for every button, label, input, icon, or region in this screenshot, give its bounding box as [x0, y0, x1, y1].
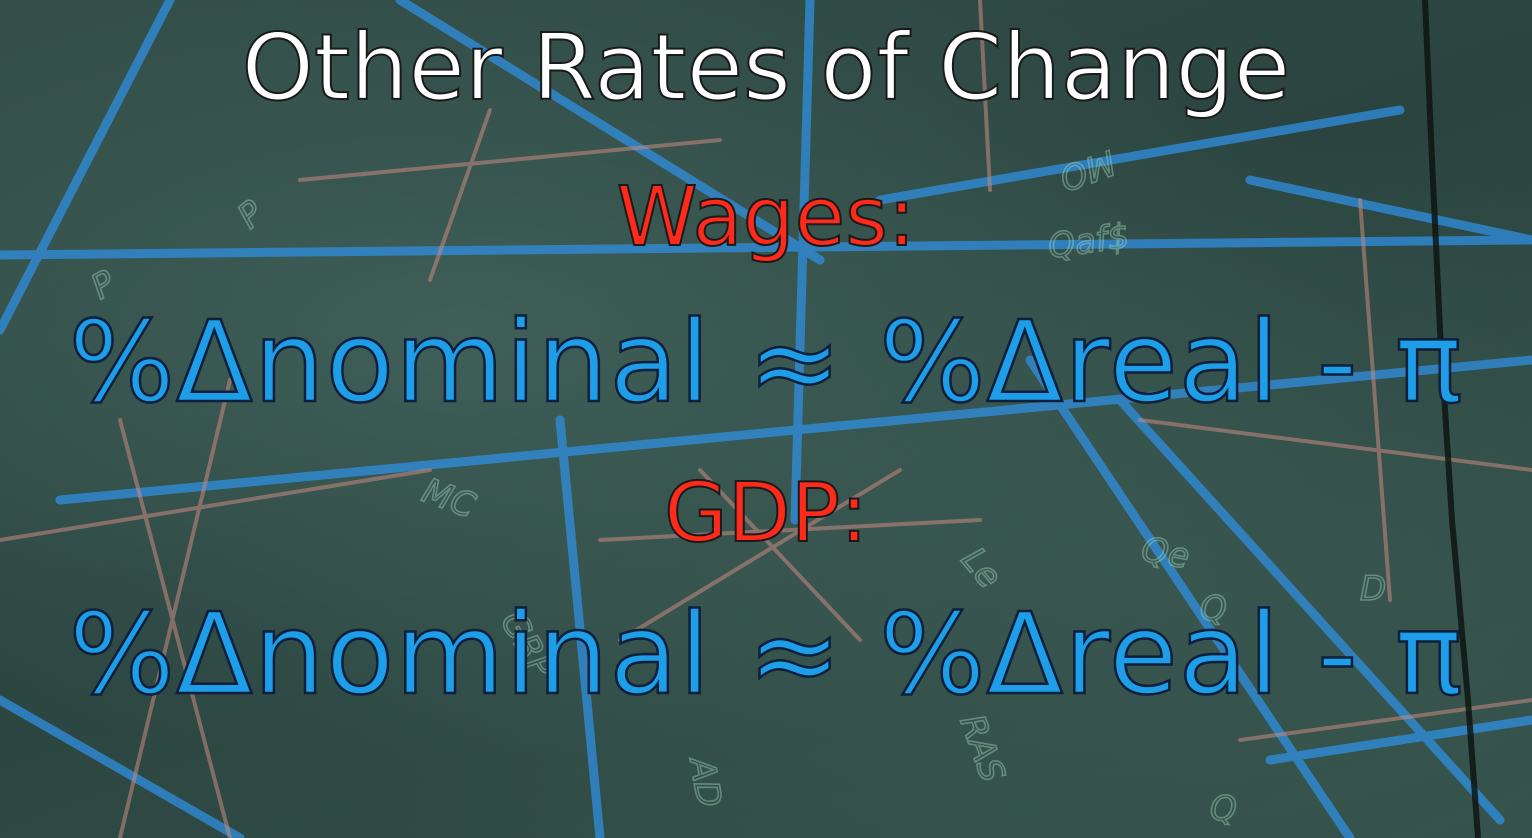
svg-text:AD: AD [681, 753, 729, 811]
svg-text:RAS: RAS [952, 709, 1013, 787]
slide-title: Other Rates of Change [241, 13, 1292, 122]
svg-text:Q: Q [1200, 589, 1227, 629]
formula-wages: %Δnominal ≈ %Δreal - π [67, 297, 1464, 430]
svg-text:D: D [1360, 569, 1386, 609]
formula-gdp: %Δnominal ≈ %Δreal - π [67, 589, 1464, 722]
section-label-gdp: GDP: [663, 465, 869, 562]
section-label-wages: Wages: [616, 169, 917, 266]
svg-text:Qe: Qe [1138, 529, 1192, 577]
board-crack [1422, 0, 1481, 838]
svg-text:Q: Q [1210, 789, 1237, 829]
